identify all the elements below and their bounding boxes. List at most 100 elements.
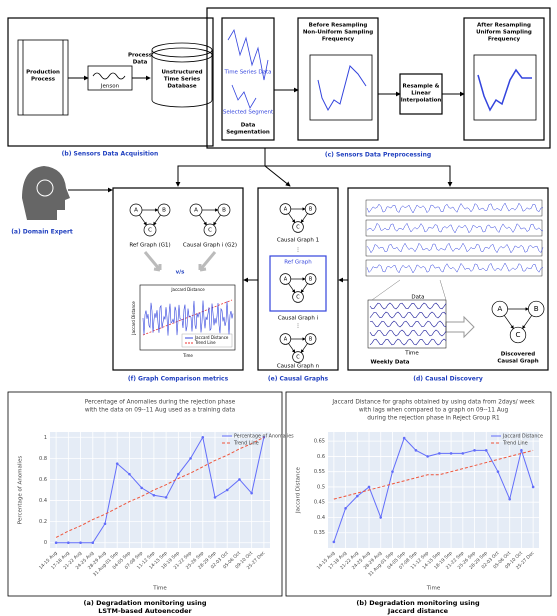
node-label: B <box>222 208 226 214</box>
graph-edge <box>288 343 294 352</box>
after-label: Uniform Sampling <box>476 30 532 36</box>
point <box>333 541 336 544</box>
node-label: C <box>296 225 300 231</box>
time-label: Time <box>404 351 419 357</box>
causal-graph-label: Causal Graph i (G2) <box>183 243 237 249</box>
point <box>426 455 429 458</box>
resample-label: Interpolation <box>401 98 442 104</box>
json-label: Jenson <box>100 84 120 90</box>
node-label: A <box>284 337 288 343</box>
node-label: A <box>284 207 288 213</box>
time-series-label: Time Series Data <box>223 70 271 76</box>
ellipsis: ⋮ <box>295 324 301 330</box>
resample-label: Resample & <box>403 84 440 90</box>
point <box>368 486 371 489</box>
point <box>189 457 192 460</box>
point <box>140 487 143 490</box>
caption: (b) Sensors Data Acquisition <box>62 151 159 158</box>
node-label: A <box>284 277 288 283</box>
mini-legend-label: Trend Line <box>194 340 216 345</box>
production-label: Production <box>26 70 60 76</box>
vs-label: v/s <box>176 270 186 276</box>
point <box>508 498 511 501</box>
y-tick-label: 0.8 <box>39 456 47 462</box>
series-sketch <box>232 85 256 108</box>
graph-edge <box>301 283 307 292</box>
caption: (c) Sensors Data Preprocessing <box>325 152 431 159</box>
caption: LSTM-based Autoencoder <box>98 607 192 615</box>
point <box>55 541 58 544</box>
node-label: A <box>194 208 198 214</box>
graph-edge <box>301 213 307 222</box>
legend-label: Jaccard Distance <box>502 434 543 440</box>
node-label: A <box>134 208 138 214</box>
figure: Production Process Jenson Process Data U… <box>0 0 557 616</box>
y-tick-label: 1 <box>44 435 47 441</box>
mini-plot-line <box>370 303 446 309</box>
mini-plot-line <box>370 339 446 345</box>
graph-edge <box>301 343 307 352</box>
before-label: Before Resampling <box>309 23 368 29</box>
arrow <box>178 166 265 186</box>
point <box>238 478 241 481</box>
point <box>91 541 94 544</box>
caption: (f) Graph Comparison metrics <box>128 376 229 383</box>
mini-plot <box>474 55 536 120</box>
database-label: Database <box>167 84 197 90</box>
y-tick-label: 0 <box>44 540 47 546</box>
mini-plot <box>366 240 542 256</box>
y-tick-label: 0.65 <box>314 439 325 445</box>
point <box>450 452 453 455</box>
mini-plot <box>366 200 542 216</box>
x-axis-label: Time <box>426 586 441 592</box>
y-axis-label: Jaccard Distance <box>296 466 302 513</box>
node-label: B <box>162 208 166 214</box>
mini-plot-line <box>370 312 446 318</box>
node-label: A <box>497 304 502 313</box>
caption: Jaccard distance <box>387 607 449 615</box>
mini-plot-xlabel: Time <box>182 353 193 358</box>
mini-plot-line <box>370 321 446 327</box>
point <box>344 507 347 510</box>
chart-title: during the rejection phase in Reject Gro… <box>367 416 500 422</box>
legend-label: Trend Line <box>502 441 528 447</box>
point <box>391 470 394 473</box>
weekly-label: Weekly Data <box>371 360 410 366</box>
point <box>403 437 406 440</box>
graph-edge <box>153 215 160 225</box>
graph-edge <box>504 315 513 328</box>
discovered-label: Causal Graph <box>497 359 538 365</box>
graph-label: Ref Graph <box>284 260 312 266</box>
process-data-label: Data <box>133 60 148 66</box>
y-tick-label: 0.45 <box>314 500 325 506</box>
node-label: B <box>534 304 539 313</box>
point <box>153 494 156 497</box>
arrow <box>145 252 160 270</box>
point <box>485 449 488 452</box>
data-label: Data <box>411 295 424 301</box>
point <box>67 541 70 544</box>
node-label: C <box>296 355 300 361</box>
ellipsis: ⋮ <box>295 248 301 254</box>
point <box>462 452 465 455</box>
database-label: Unstructured <box>161 70 202 76</box>
point <box>379 516 382 519</box>
chart-title: with the data on 09--11 Aug used as a tr… <box>85 408 236 414</box>
point <box>177 473 180 476</box>
guide <box>372 280 400 300</box>
point <box>415 449 418 452</box>
graph-edge <box>199 215 206 225</box>
legend-label: Percentage of Anomalies <box>234 434 294 440</box>
y-tick-label: 0.2 <box>39 519 47 525</box>
graph-edge <box>288 213 294 222</box>
mini-plot-line <box>367 243 543 253</box>
point <box>473 449 476 452</box>
database-label: Time Series <box>164 77 201 83</box>
point <box>520 449 523 452</box>
after-label: After Resampling <box>477 23 531 29</box>
x-axis-label: Time <box>152 586 167 592</box>
chart-title: with lags when compared to a graph on 09… <box>359 408 509 414</box>
chart-title: Jaccard Distance for graphs obtained by … <box>331 400 535 406</box>
point <box>214 496 217 499</box>
y-tick-label: 0.35 <box>314 530 325 536</box>
